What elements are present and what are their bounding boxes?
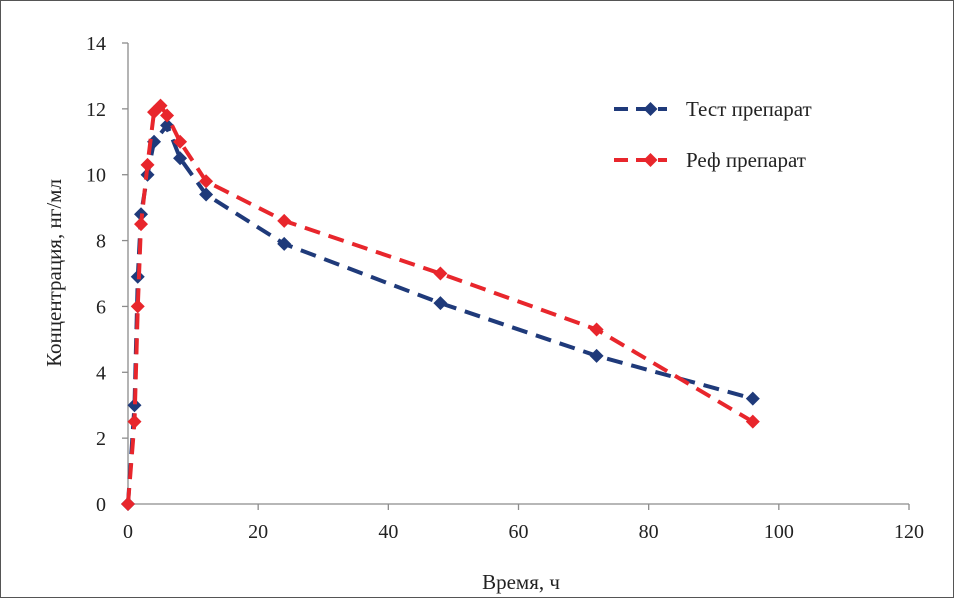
data-point-marker bbox=[127, 398, 142, 413]
series-line bbox=[126, 103, 754, 505]
series-reference bbox=[121, 98, 760, 511]
data-point-marker bbox=[199, 174, 214, 189]
y-tick-label: 2 bbox=[96, 428, 106, 450]
data-point-marker bbox=[121, 497, 135, 511]
y-tick-label: 0 bbox=[96, 494, 106, 516]
axes: 0 20 40 60 80 100 120 0 2 4 6 8 10 12 14 bbox=[86, 33, 924, 543]
x-tick-label: 0 bbox=[123, 521, 133, 543]
data-point-marker bbox=[130, 299, 145, 314]
data-point-marker bbox=[277, 236, 292, 251]
x-tick-label: 40 bbox=[378, 521, 398, 543]
data-point-marker bbox=[173, 151, 188, 166]
series-line bbox=[126, 123, 754, 505]
legend-label: Реф препарат bbox=[686, 148, 806, 172]
data-point-marker bbox=[140, 157, 155, 172]
legend-label: Тест препарат bbox=[686, 97, 812, 121]
y-tick-label: 10 bbox=[86, 165, 106, 187]
data-point-marker bbox=[589, 348, 604, 363]
data-point-marker bbox=[127, 414, 142, 429]
data-point-marker bbox=[745, 414, 760, 429]
data-point-marker bbox=[433, 266, 448, 281]
legend-swatch-marker bbox=[643, 102, 658, 116]
legend: Тест препарат Реф препарат bbox=[614, 97, 812, 172]
y-axis-title: Концентрация, нг/мл bbox=[42, 179, 66, 367]
data-point-marker bbox=[160, 118, 175, 133]
y-tick-label: 12 bbox=[86, 99, 106, 121]
series-layer bbox=[121, 98, 760, 511]
data-point-marker bbox=[745, 391, 760, 406]
x-axis-title: Время, ч bbox=[482, 570, 560, 594]
x-tick-label: 60 bbox=[509, 521, 529, 543]
data-point-marker bbox=[199, 187, 214, 202]
y-tick-label: 8 bbox=[96, 231, 106, 253]
x-tick-label: 20 bbox=[248, 521, 268, 543]
legend-swatch-marker bbox=[643, 153, 658, 167]
data-point-marker bbox=[277, 213, 292, 228]
data-point-marker bbox=[433, 296, 448, 311]
series-test bbox=[121, 118, 760, 511]
data-point-marker bbox=[134, 217, 149, 232]
y-tick-label: 14 bbox=[86, 33, 106, 55]
y-tick-label: 6 bbox=[96, 296, 106, 318]
data-point-marker bbox=[153, 98, 168, 113]
data-point-marker bbox=[173, 134, 188, 149]
x-tick-label: 80 bbox=[639, 521, 659, 543]
data-point-marker bbox=[589, 322, 604, 337]
y-tick-label: 4 bbox=[96, 362, 106, 384]
x-tick-label: 120 bbox=[894, 521, 924, 543]
data-point-marker bbox=[160, 108, 175, 123]
x-tick-label: 100 bbox=[764, 521, 794, 543]
